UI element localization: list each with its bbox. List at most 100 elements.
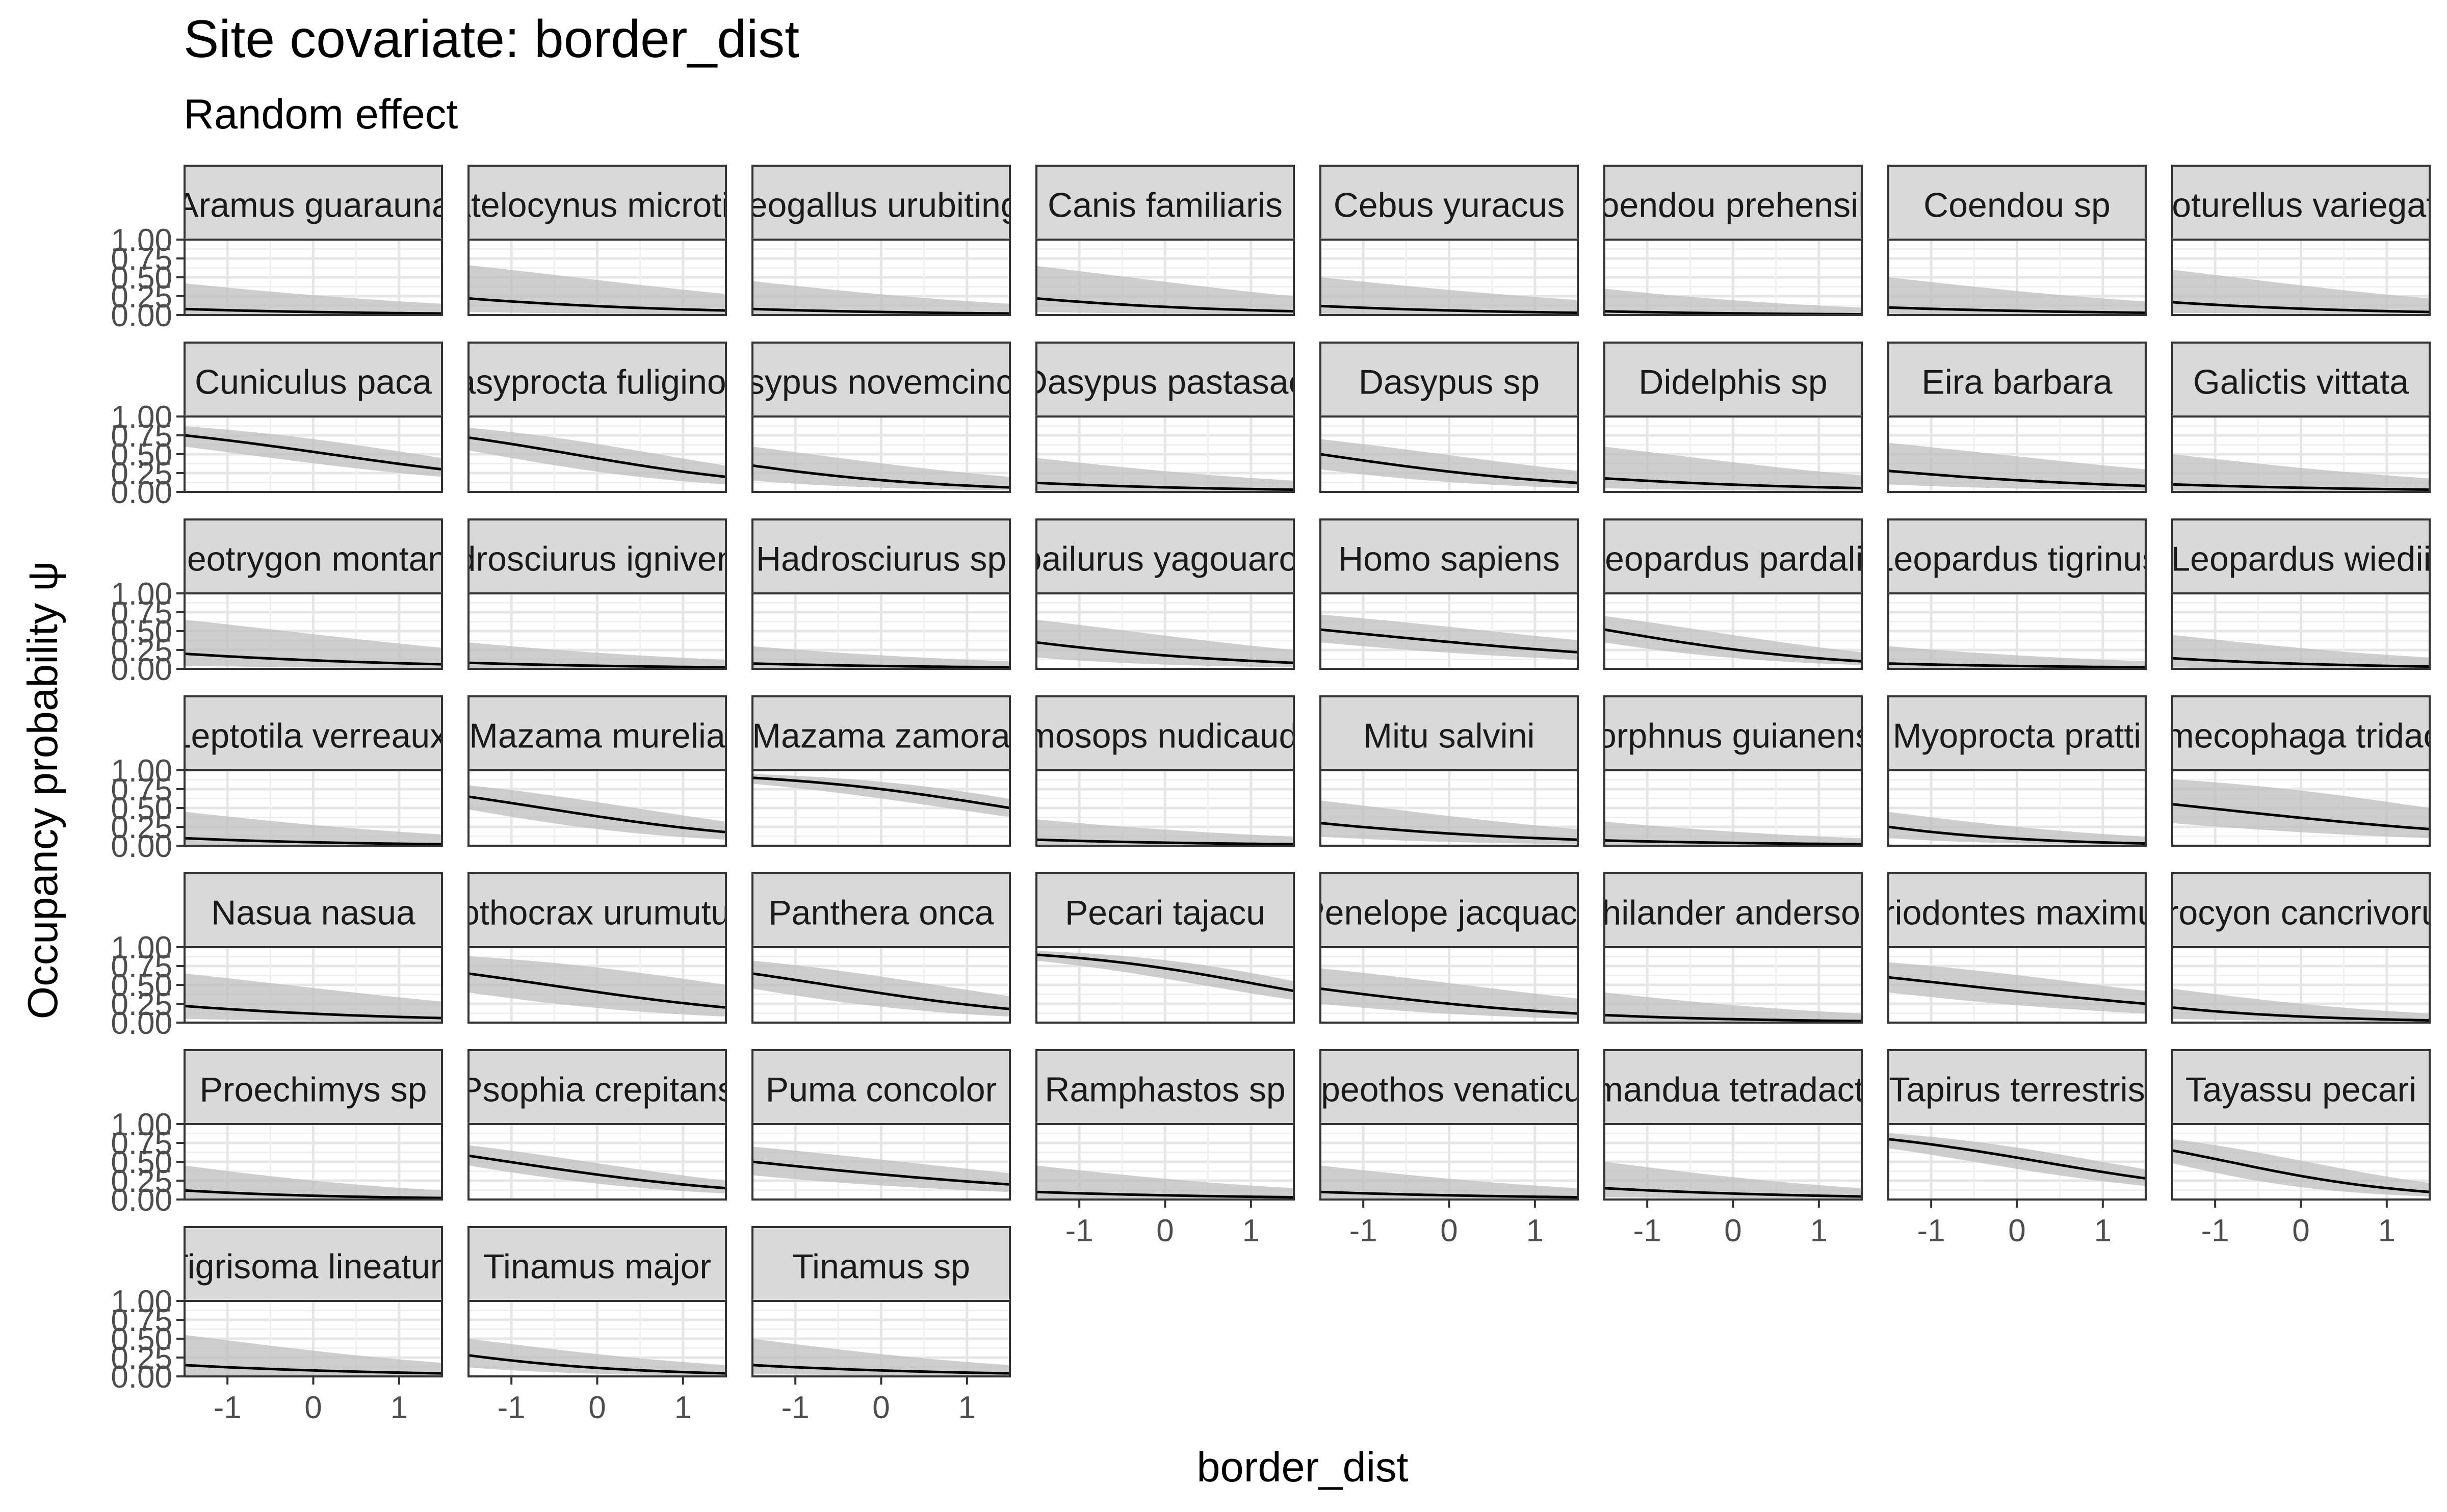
y-tick-label: 0.25 (111, 456, 172, 491)
facet-strip (2171, 165, 2431, 241)
facet-label: Tayassu pecari (2185, 1071, 2417, 1109)
facet-label: Tinamus major (483, 1247, 711, 1286)
facet-label: Psophia crepitans (459, 1071, 735, 1109)
x-tick-label: 1 (1526, 1213, 1544, 1248)
credible-band (1320, 968, 1578, 1019)
occupancy-line (1320, 1190, 1578, 1199)
facet-label: Hadrosciurus igniventris (412, 540, 783, 579)
occupancy-line (2172, 657, 2430, 668)
y-tick-label: 0.50 (111, 968, 172, 1003)
facet-strip (1603, 695, 1863, 771)
facet-strip (1887, 1049, 2147, 1125)
y-axis-label: Occupancy probability ψ (19, 561, 66, 1020)
facet-strip (184, 695, 443, 771)
occupancy-line (1320, 453, 1578, 484)
credible-band (185, 283, 442, 315)
panel-border (751, 946, 1011, 1024)
facet-label: Mitu salvini (1363, 717, 1534, 755)
y-tick-label: 0.75 (111, 949, 172, 984)
panel-border (1603, 415, 1863, 493)
facet-strip (1035, 165, 1295, 241)
facet-label: Puma concolor (766, 1071, 997, 1109)
panel-border (751, 769, 1011, 847)
panel-border (2171, 592, 2431, 670)
occupancy-line (468, 1154, 726, 1190)
facet-label: Dasypus novemcinctus (703, 363, 1059, 402)
facet-strip (2171, 518, 2431, 594)
facet-strip (467, 872, 727, 948)
facet-label: Cuniculus paca (195, 363, 432, 402)
x-tick-label: 0 (304, 1390, 322, 1425)
occupancy-line (1888, 470, 2146, 487)
credible-band (1320, 1165, 1578, 1200)
credible-band (2172, 1139, 2430, 1197)
facet-label: Nothocrax urumutum (435, 894, 759, 932)
credible-band (1888, 646, 2146, 669)
panel-border (1603, 946, 1863, 1024)
y-tick-label: 0.00 (111, 1360, 172, 1395)
occupancy-line (2172, 1006, 2430, 1022)
facet-label: Mazama murelia (469, 717, 725, 755)
y-tick-label: 0.75 (111, 595, 172, 631)
panel-border (1887, 946, 2147, 1024)
facet-label: Morphnus guianensis (1568, 717, 1897, 755)
facet-strip (2171, 1049, 2431, 1125)
occupancy-line (752, 307, 1010, 315)
facet-label: Hadrosciurus sp (756, 540, 1006, 579)
occupancy-line (184, 652, 442, 666)
y-tick-label: 0.50 (111, 437, 172, 473)
x-tick-label: 1 (1810, 1213, 1828, 1248)
x-tick-label: 0 (588, 1390, 606, 1425)
facet-label: Atelocynus microtis (448, 186, 747, 225)
facet-strip (2171, 695, 2431, 771)
panel-border (467, 769, 727, 847)
y-tick-label: 0.25 (111, 1341, 172, 1376)
facet-label: Tapirus terrestris (1889, 1071, 2145, 1109)
panel-border (467, 415, 727, 493)
x-tick-label: 1 (958, 1390, 976, 1425)
occupancy-line (1036, 1190, 1294, 1199)
panel-border (751, 1123, 1011, 1201)
facet-strip (1603, 518, 1863, 594)
y-tick-label: 0.00 (111, 298, 172, 333)
occupancy-line (752, 662, 1010, 669)
facet-label: Penelope jacquacu (1301, 894, 1596, 932)
x-tick-label: -1 (1349, 1213, 1377, 1248)
credible-band (1036, 819, 1294, 846)
y-tick-label: 0.75 (111, 1126, 172, 1161)
occupancy-line (468, 436, 726, 478)
credible-band (752, 646, 1010, 669)
occupancy-line (1888, 306, 2146, 315)
credible-band (1888, 442, 2146, 490)
panel-border (1035, 239, 1295, 316)
occupancy-line (1604, 1013, 1862, 1023)
x-tick-label: 0 (872, 1390, 890, 1425)
y-tick-label: 0.75 (111, 419, 172, 454)
credible-band (1036, 951, 1294, 1000)
occupancy-line (468, 795, 726, 833)
occupancy-line (468, 972, 726, 1009)
y-tick-label: 0.50 (111, 1322, 172, 1357)
x-tick-label: 0 (1156, 1213, 1174, 1248)
chart-subtitle: Random effect (184, 90, 458, 138)
occupancy-line (1320, 987, 1578, 1015)
facet-strip (1319, 1049, 1579, 1125)
occupancy-line (1320, 304, 1578, 315)
x-tick-label: -1 (1633, 1213, 1661, 1248)
x-tick-label: -1 (2201, 1213, 2229, 1248)
facet-label: Dasypus pastasae (1023, 363, 1308, 402)
credible-band (1604, 616, 1862, 665)
facet-strip (184, 1049, 443, 1125)
occupancy-line (1604, 839, 1862, 846)
panel-border (751, 592, 1011, 670)
y-tick-label: 0.25 (111, 279, 172, 315)
facet-strip (184, 872, 443, 948)
facet-label: Galictis vittata (2193, 363, 2409, 402)
occupancy-line (1036, 297, 1294, 313)
occupancy-line (1036, 641, 1294, 664)
y-tick-label: 1.00 (111, 930, 172, 966)
credible-band (1604, 289, 1862, 315)
facet-label: Homo sapiens (1338, 540, 1560, 579)
panel-border (2171, 415, 2431, 493)
